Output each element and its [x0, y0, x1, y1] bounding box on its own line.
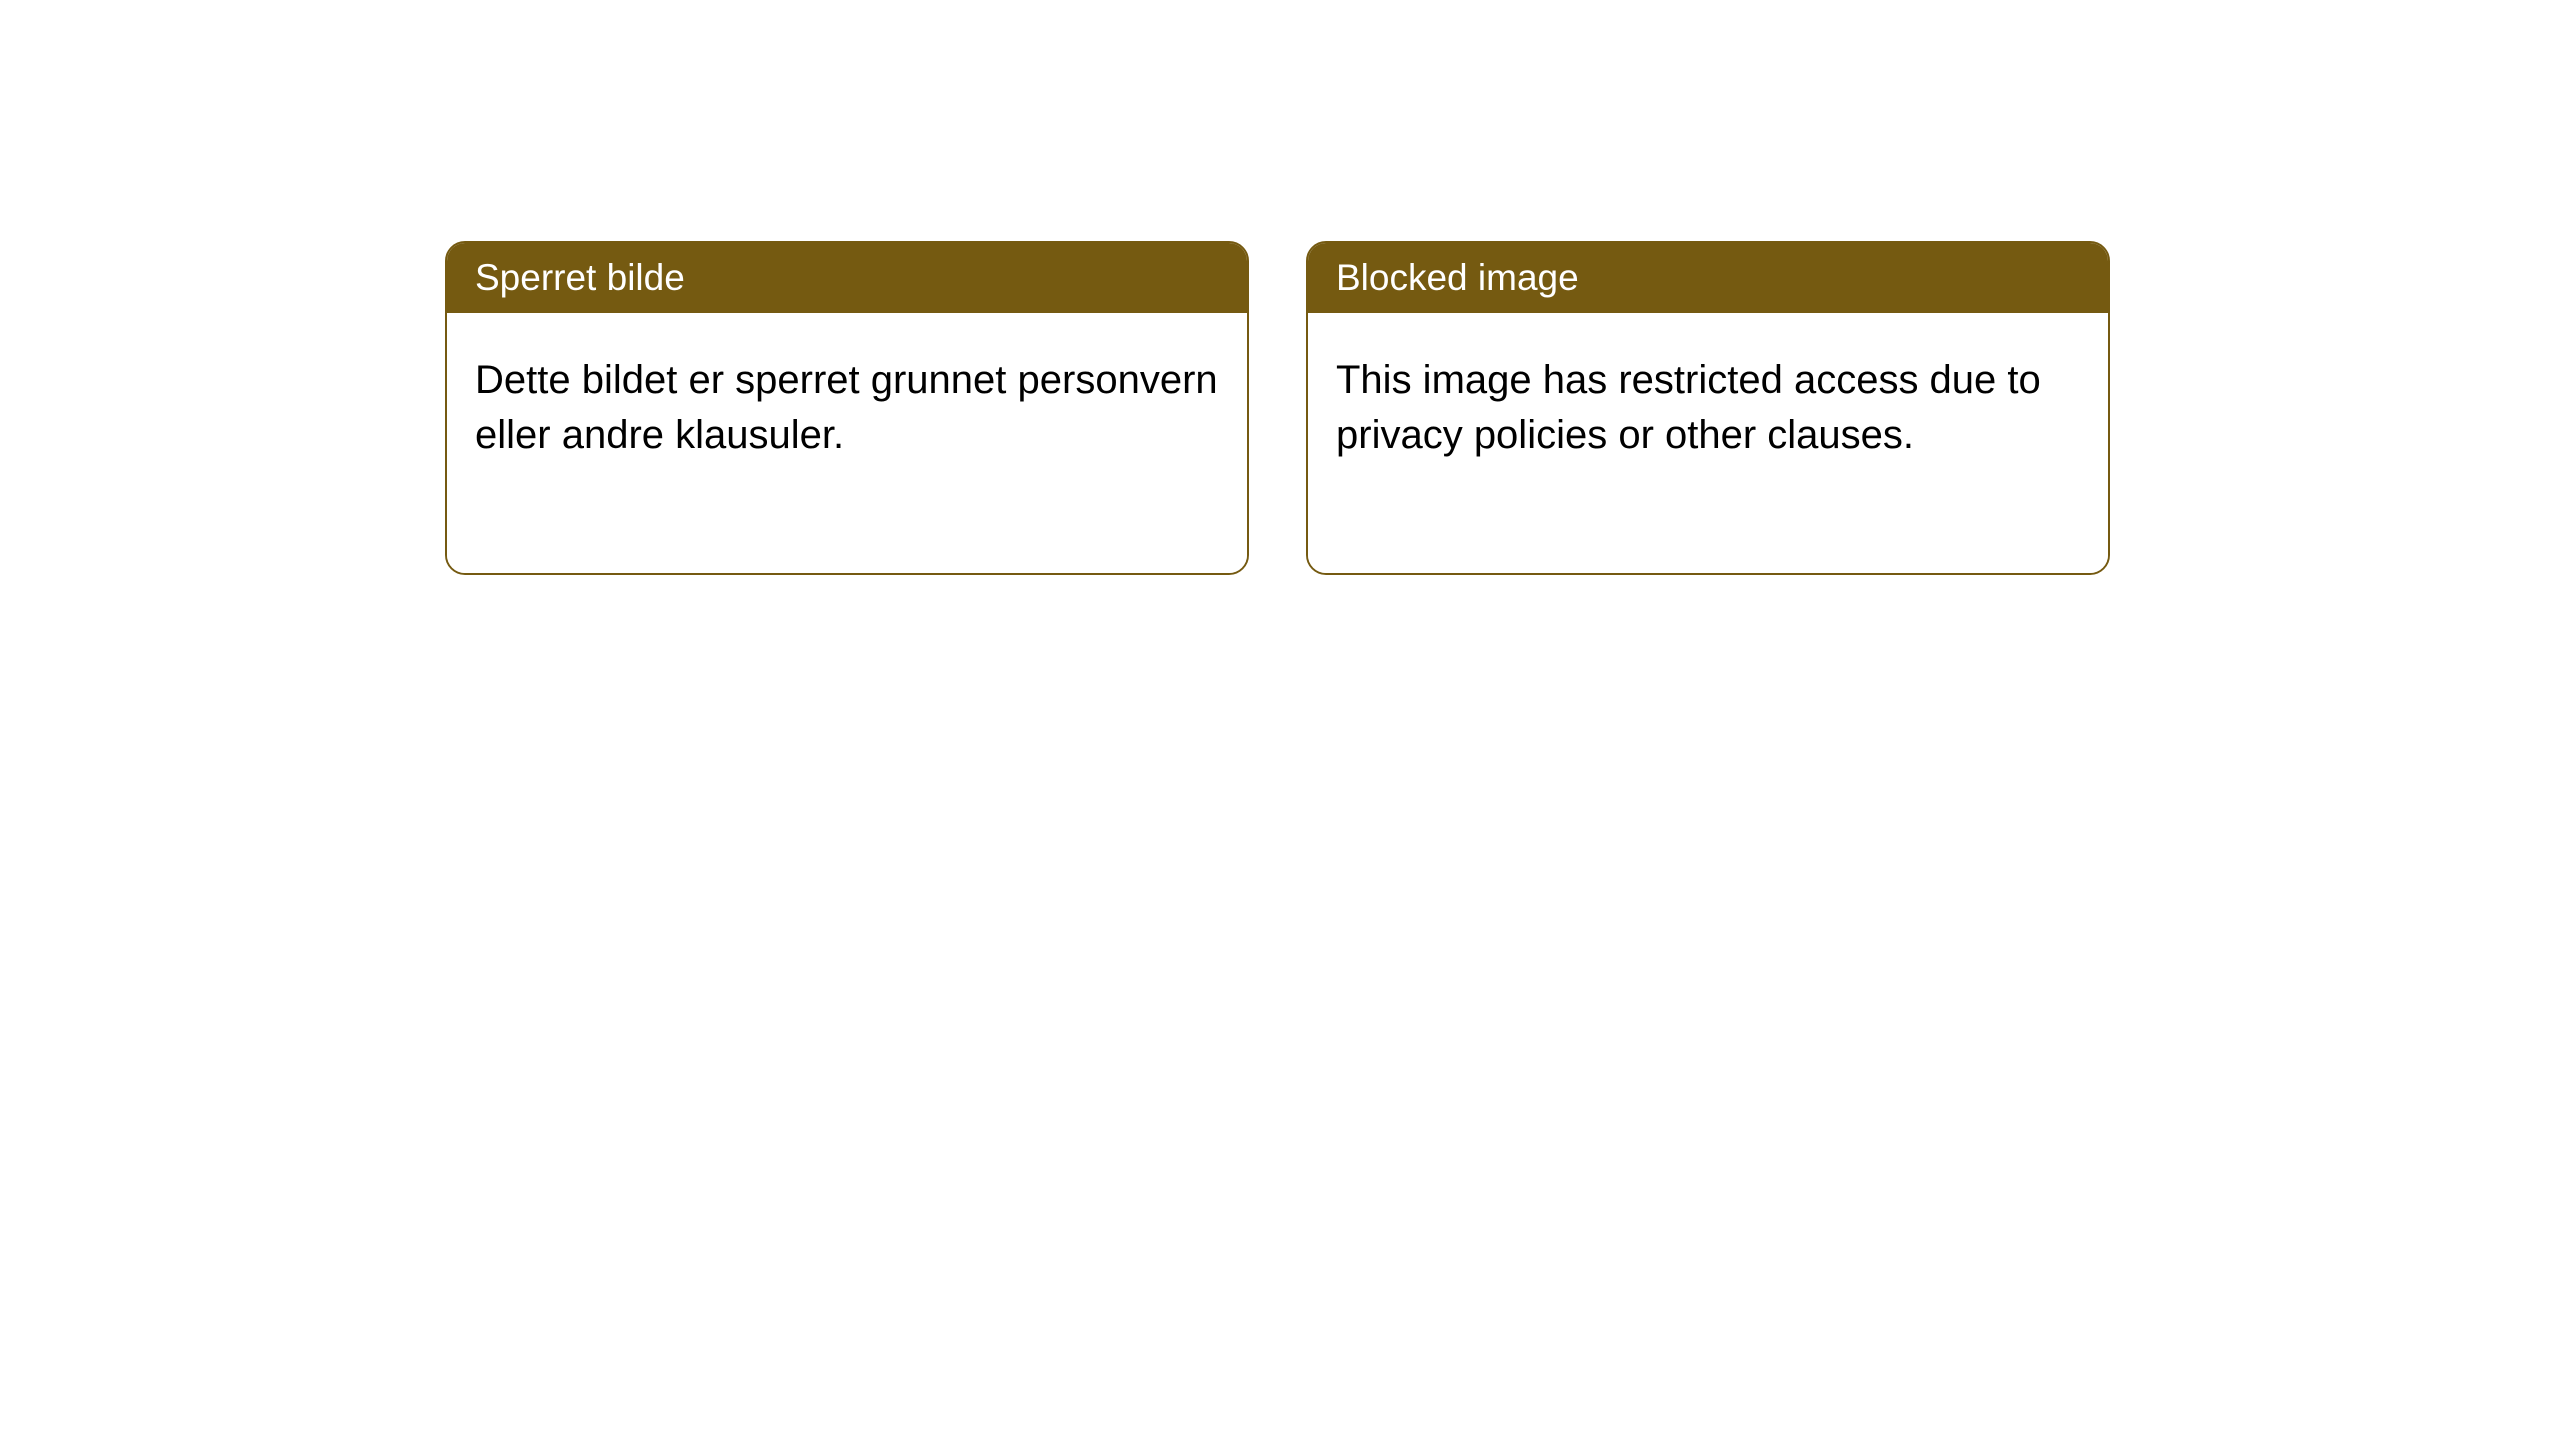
panel-body: Dette bildet er sperret grunnet personve… [447, 313, 1247, 573]
panel-header: Blocked image [1308, 243, 2108, 313]
panel-header-text: Sperret bilde [475, 257, 685, 298]
panel-body-text: Dette bildet er sperret grunnet personve… [475, 353, 1219, 463]
panel-header: Sperret bilde [447, 243, 1247, 313]
blocked-image-panel-no: Sperret bilde Dette bildet er sperret gr… [445, 241, 1249, 575]
blocked-image-panel-en: Blocked image This image has restricted … [1306, 241, 2110, 575]
panel-header-text: Blocked image [1336, 257, 1579, 298]
blocked-image-panels: Sperret bilde Dette bildet er sperret gr… [445, 241, 2110, 575]
panel-body: This image has restricted access due to … [1308, 313, 2108, 573]
panel-body-text: This image has restricted access due to … [1336, 353, 2080, 463]
